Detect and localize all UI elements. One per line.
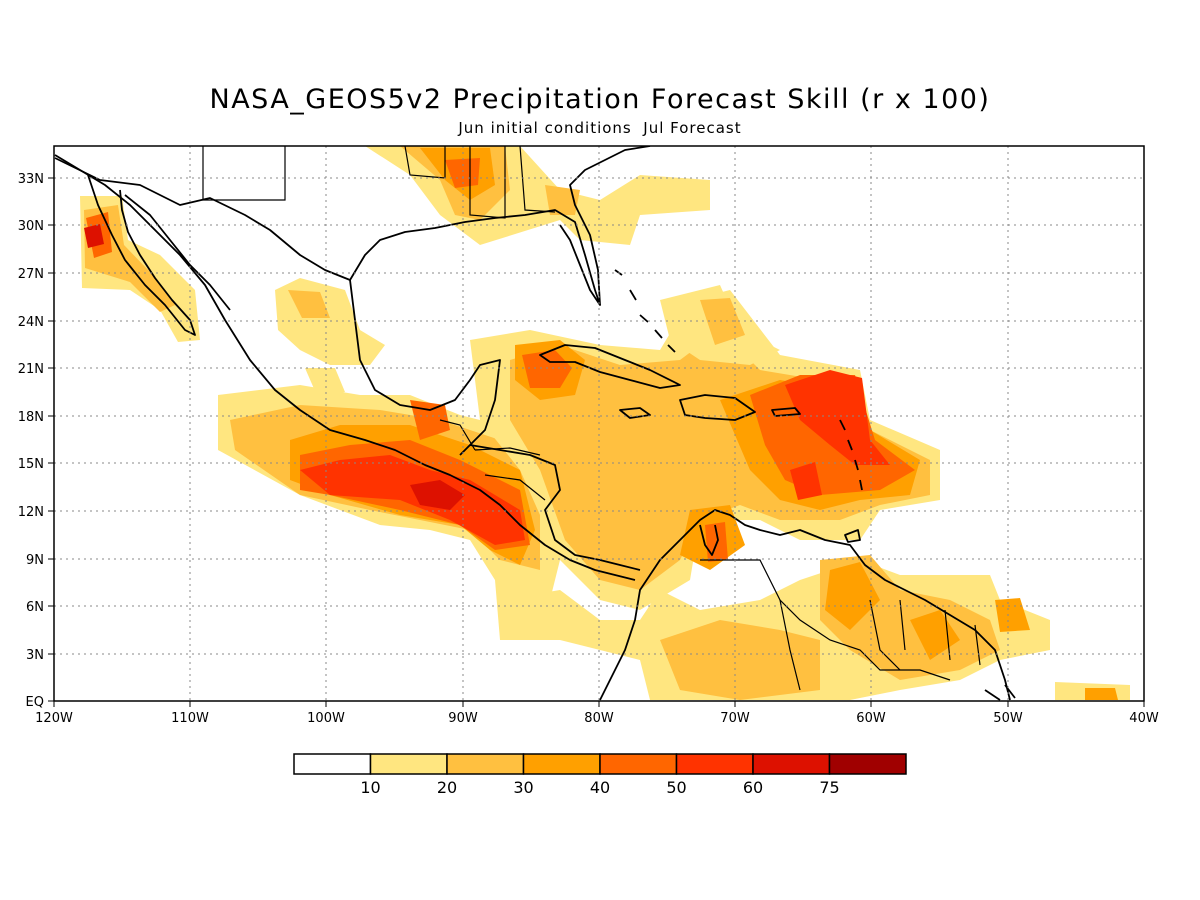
- colorbar-swatch: [522, 753, 601, 775]
- colorbar-label: 60: [743, 778, 763, 797]
- y-tick-label: 6N: [26, 600, 44, 615]
- colorbar-label: 50: [666, 778, 686, 797]
- skill-region-mexico-interior: [275, 278, 385, 398]
- colorbar-label: 30: [513, 778, 533, 797]
- colorbar-swatch: [293, 753, 372, 775]
- colorbar-swatch: [446, 753, 525, 775]
- x-tick-label: 40W: [1129, 711, 1159, 726]
- skill-region-baja: [80, 196, 200, 342]
- colorbar-swatch: [599, 753, 678, 775]
- y-tick-label: 12N: [18, 505, 44, 520]
- colorbar-swatch: [752, 753, 831, 775]
- x-tick-label: 120W: [35, 711, 73, 726]
- colorbar-swatch: [828, 753, 907, 775]
- x-tick-label: 80W: [584, 711, 614, 726]
- skill-region-us-gulf: [365, 146, 710, 245]
- colorbar-swatch: [369, 753, 448, 775]
- x-tick-label: 70W: [720, 711, 750, 726]
- y-tick-label: 27N: [18, 267, 44, 282]
- y-tick-labels: EQ 3N 6N 9N 12N 15N 18N 21N 24N 27N 30N …: [18, 172, 44, 710]
- x-tick-label: 90W: [448, 711, 478, 726]
- y-tick-label: 18N: [18, 410, 44, 425]
- y-tick-label: 3N: [26, 648, 44, 663]
- borders: [202, 146, 981, 691]
- y-tick-label: 24N: [18, 315, 44, 330]
- colorbar-swatch: [675, 753, 754, 775]
- grid-lines: [54, 146, 1144, 701]
- skill-field: [80, 146, 1130, 700]
- y-tick-label: 21N: [18, 362, 44, 377]
- y-tick-label: 15N: [18, 457, 44, 472]
- x-tick-label: 50W: [993, 711, 1023, 726]
- tick-marks: [48, 177, 1145, 707]
- x-tick-label: 100W: [307, 711, 345, 726]
- skill-region-south-america: [500, 555, 1130, 700]
- y-tick-label: 30N: [18, 219, 44, 234]
- skill-region-caribbean: [470, 290, 940, 610]
- chart-title: NASA_GEOS5v2 Precipitation Forecast Skil…: [209, 84, 991, 115]
- colorbar-label: 20: [437, 778, 457, 797]
- colorbar-label: 40: [590, 778, 610, 797]
- skill-region-western-cuba: [515, 340, 585, 400]
- colorbar-label: 10: [360, 778, 380, 797]
- y-tick-label: 9N: [26, 553, 44, 568]
- x-tick-label: 110W: [171, 711, 209, 726]
- y-tick-label: EQ: [26, 695, 44, 710]
- colorbar-label: 75: [819, 778, 839, 797]
- x-tick-labels: 120W 110W 100W 90W 80W 70W 60W 50W 40W: [35, 711, 1159, 726]
- chart-subtitle: Jun initial conditions Jul Forecast: [458, 119, 742, 137]
- x-tick-label: 60W: [856, 711, 886, 726]
- y-tick-label: 33N: [18, 172, 44, 187]
- skill-region-bahamas: [660, 285, 780, 365]
- colorbar: 10 20 30 40 50 60 75: [293, 753, 907, 797]
